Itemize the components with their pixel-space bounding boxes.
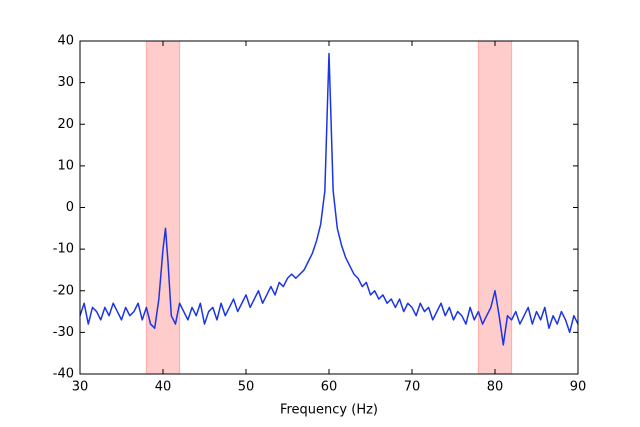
y-tick-label: 0: [66, 200, 74, 215]
y-tick-label: -10: [53, 242, 74, 257]
y-tick-label: -40: [53, 367, 74, 382]
y-tick-label: -30: [53, 325, 74, 340]
y-tick-label: 30: [57, 75, 74, 90]
x-tick-label: 30: [72, 380, 89, 395]
band: [477, 40, 513, 375]
x-tick-label: 80: [487, 380, 504, 395]
y-tick-label: 40: [57, 34, 74, 49]
x-axis-label: Frequency (Hz): [280, 403, 378, 418]
x-tick-label: 40: [155, 380, 172, 395]
spectrum-line: [79, 52, 579, 346]
x-tick-label: 70: [404, 380, 421, 395]
y-tick-label: 20: [57, 117, 74, 132]
y-tick-label: -20: [53, 283, 74, 298]
x-tick-label: 50: [238, 380, 255, 395]
y-tick-label: 10: [57, 158, 74, 173]
band: [145, 40, 181, 375]
x-tick-label: 60: [321, 380, 338, 395]
x-tick-label: 90: [570, 380, 587, 395]
